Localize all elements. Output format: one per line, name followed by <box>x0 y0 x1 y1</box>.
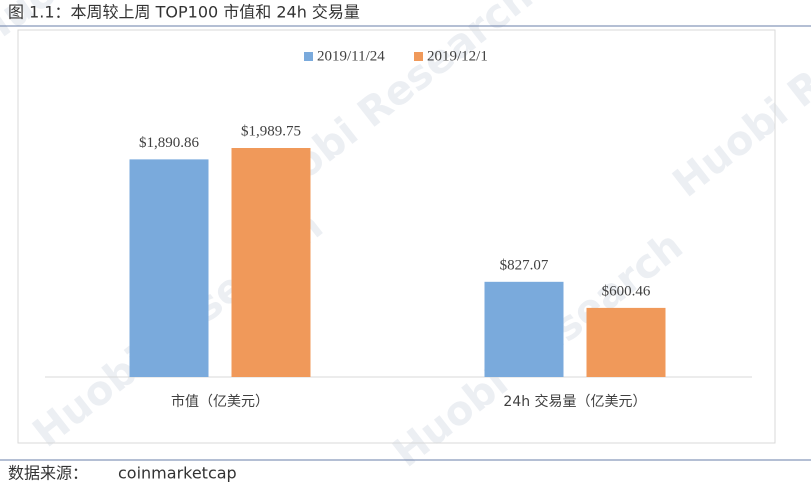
bar <box>484 281 564 377</box>
source-label: 数据来源： <box>8 464 88 483</box>
legend-swatch <box>304 52 313 61</box>
chart-title: 图 1.1：本周较上周 TOP100 市值和 24h 交易量 <box>8 3 360 22</box>
chart-frame <box>17 29 776 444</box>
bar <box>129 159 209 377</box>
data-label: $600.46 <box>602 283 651 299</box>
legend-swatch <box>414 52 423 61</box>
watermark: Huobi Research <box>665 0 811 207</box>
data-label: $1,890.86 <box>139 135 200 151</box>
bar <box>586 307 666 377</box>
legend-label: 2019/12/1 <box>427 48 488 64</box>
bar <box>231 148 311 377</box>
data-label: $1,989.75 <box>241 123 301 139</box>
x-tick-label: 市值（亿美元） <box>171 393 269 410</box>
legend-label: 2019/11/24 <box>317 48 385 64</box>
data-label: $827.07 <box>500 257 549 273</box>
x-tick-label: 24h 交易量（亿美元） <box>503 393 646 410</box>
source: coinmarketcap <box>118 464 237 483</box>
